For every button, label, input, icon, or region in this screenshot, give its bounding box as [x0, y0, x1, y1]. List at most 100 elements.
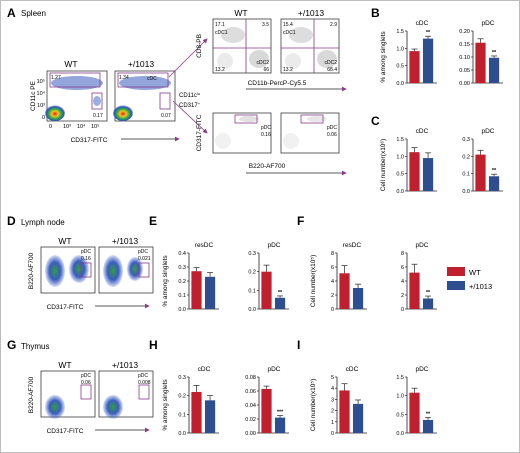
legend: WT +/1013: [447, 267, 492, 291]
significance-marker: **: [492, 168, 497, 174]
y-tick-label: 0.5: [396, 172, 404, 178]
flow-plot-frame: [212, 112, 272, 154]
y-tick-label: 0.00: [459, 81, 470, 87]
gate-label: cDC: [147, 76, 157, 82]
chart-title: pDC: [267, 366, 280, 373]
y-tick-label: 4: [401, 279, 404, 285]
chart-title: pDC: [267, 242, 280, 249]
gate-label: pDC: [138, 373, 148, 379]
y-tick-label: 0: [401, 307, 404, 313]
flow-y-axis-label: CD11c PE: [30, 80, 37, 111]
y-tick-label: 0.00: [245, 431, 256, 437]
flow-title-mut: +/1013: [112, 360, 139, 370]
panel-label-f: F: [297, 214, 304, 228]
y-tick-label: 0.04: [245, 403, 256, 409]
y-tick-label: 0.0: [396, 431, 404, 437]
y-tick-label: 8: [331, 251, 334, 257]
bar-wt: [191, 271, 202, 309]
y-tick-label: 0.08: [245, 375, 256, 381]
gate-label: pDC: [81, 373, 91, 379]
flow-density: [45, 255, 65, 287]
bar-wt: [261, 271, 272, 309]
y-tick-label: 0.2: [248, 270, 256, 276]
quadrant-value: 3.5: [262, 22, 269, 28]
y-axis-label: Cell number(x10⁵): [310, 255, 317, 308]
flow-density: [45, 395, 65, 419]
y-tick-label: 0.4: [178, 251, 186, 257]
y-tick-label: 0.0: [178, 307, 186, 313]
chart-title: cDC: [416, 20, 429, 27]
bar-wt: [475, 154, 486, 191]
legend-swatch-mut: [447, 281, 465, 290]
y-tick-label: 0.5: [396, 64, 404, 70]
bar-mut: [352, 288, 364, 309]
flow-gate: [80, 262, 92, 278]
flow-gate: [138, 262, 150, 278]
y-tick-label: 0.15: [459, 42, 470, 48]
svg-text:10⁵: 10⁵: [91, 123, 99, 130]
y-tick-label: 0.06: [245, 389, 256, 395]
flow-title-mut: +/1013: [128, 59, 155, 69]
gate-side-label-cd317: CD317+: [179, 101, 201, 109]
quadrant-value: 15.4: [283, 22, 293, 28]
panel-label-c: C: [371, 114, 380, 128]
flow-title-mut: +/1013: [298, 8, 325, 18]
y-tick-label: 0.0: [248, 307, 256, 313]
y-tick-label: 6: [331, 265, 334, 271]
section-thymus: Thymus: [21, 342, 49, 351]
y-tick-label: 0.3: [178, 265, 186, 271]
bar-wt: [409, 272, 420, 309]
svg-text:10⁴: 10⁴: [77, 123, 86, 130]
y-axis-label: Cell number(x10⁵): [310, 379, 317, 432]
y-axis-label: % among singlets: [162, 255, 169, 307]
quadrant-value: 2.9: [330, 22, 337, 28]
gate-value: 0.021: [138, 256, 151, 262]
panel-label-b: B: [371, 6, 380, 20]
gate-label: pDC: [81, 249, 91, 255]
flow-gate: [117, 72, 169, 88]
bar-mut: [274, 417, 286, 433]
y-tick-label: 0.1: [178, 412, 186, 418]
quadrant-label: cDC1: [283, 30, 296, 36]
flow-title-wt: WT: [64, 59, 77, 69]
bar-mut: [488, 57, 500, 83]
y-tick-label: 0.3: [178, 375, 186, 381]
y-tick-label: 0.0: [396, 189, 404, 195]
bar-mut: [422, 158, 434, 191]
lymph-flow-b220-cd317: WT +/1013 pDC 0.16 pDC 0.021 B220-AF700 …: [28, 236, 154, 311]
panel-label-g: G: [7, 338, 16, 352]
y-tick-label: 0.3: [462, 137, 470, 143]
y-tick-label: 2: [331, 293, 334, 299]
quadrant-label: cDC2: [324, 60, 337, 66]
y-tick-label: 0.1: [248, 288, 256, 294]
flow-gate: [91, 92, 103, 110]
flow-y-axis-label: CD317-FITC: [196, 114, 203, 151]
flow-density: [69, 255, 89, 283]
legend-label-wt: WT: [469, 268, 481, 277]
y-tick-label: 0.0: [396, 81, 404, 87]
bar-mut: [204, 400, 216, 433]
gate-label: pDC: [138, 249, 148, 255]
bar-mut: [422, 419, 434, 433]
y-axis-label: % among singlets: [380, 31, 387, 83]
y-tick-label: 0.2: [462, 154, 470, 160]
gate-label: pDC: [327, 125, 337, 131]
y-tick-label: 1.0: [396, 154, 404, 160]
flow-gate: [49, 72, 101, 88]
flow-density: [51, 76, 103, 90]
flow-x-axis-label: CD317-FITC: [71, 137, 108, 144]
bar-mut: [204, 276, 216, 309]
bar-wt: [261, 388, 272, 433]
bar-wt: [475, 42, 486, 83]
flow-x-axis-label: CD317-FITC: [47, 304, 84, 311]
flow-density: [93, 96, 101, 106]
quadrant-value: 17.1: [215, 22, 225, 28]
flow-dots: [217, 27, 337, 69]
chart-title: pDC: [415, 242, 428, 249]
y-tick-label: 0.1: [462, 172, 470, 178]
flow-title-wt: WT: [234, 8, 247, 18]
flow-density: [45, 105, 65, 121]
quadrant-value: 68.4: [327, 67, 337, 73]
y-tick-label: 0.2: [178, 279, 186, 285]
gate-arrow: [168, 38, 208, 78]
